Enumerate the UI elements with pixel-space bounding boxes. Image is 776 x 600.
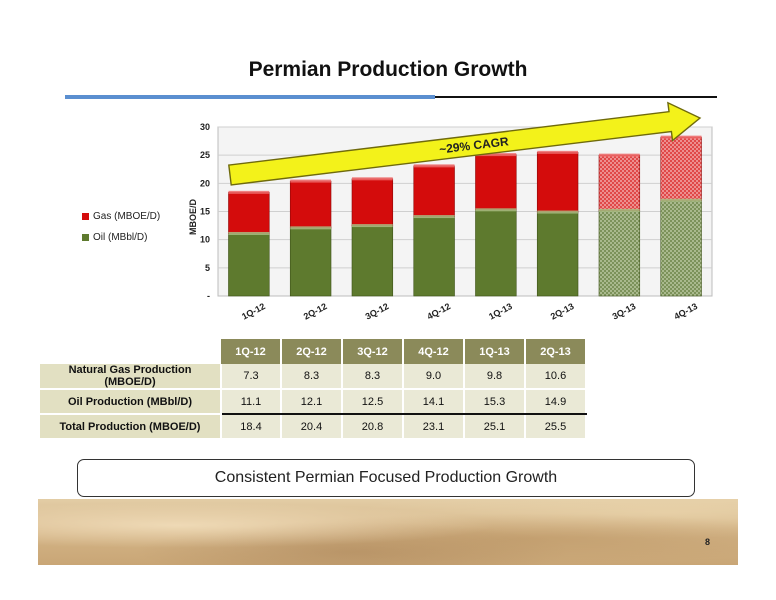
table-row-label: Total Production (MBOE/D)	[40, 414, 222, 440]
bar-oil-cap	[598, 208, 640, 212]
table-row-total: Total Production (MBOE/D) 18.4 20.4 20.8…	[40, 414, 587, 440]
bar-oil	[660, 199, 702, 297]
legend-swatch-gas	[82, 213, 89, 220]
bar-gas	[536, 152, 579, 213]
table-cell: 9.8	[464, 364, 526, 390]
bar-gas-cap	[228, 190, 270, 194]
bar-oil	[598, 210, 641, 297]
bar-gas	[289, 180, 332, 229]
bar-gas-cap	[351, 177, 393, 181]
bar-gas-cap	[413, 164, 455, 168]
bar-oil-cap	[351, 224, 393, 228]
table-cell: 23.1	[403, 414, 465, 440]
y-tick-label: 25	[200, 150, 210, 160]
table-header-cell: 1Q-12	[221, 339, 282, 364]
bar-gas	[598, 154, 641, 211]
table-cell: 25.5	[525, 414, 587, 440]
bar-gas	[475, 154, 517, 211]
bar-oil-cap	[475, 208, 517, 212]
table-cell: 7.3	[221, 364, 282, 390]
bar-gas-cap	[660, 135, 702, 139]
y-tick-label: 20	[200, 178, 210, 188]
page-title: Permian Production Growth	[248, 58, 528, 81]
title-rule-black	[435, 96, 717, 98]
table-row-gas: Natural Gas Production (MBOE/D) 7.3 8.3 …	[40, 364, 587, 390]
legend-label-gas: Gas (MBOE/D)	[93, 211, 161, 222]
table-cell: 14.9	[525, 389, 587, 415]
bar-gas-cap	[290, 179, 332, 183]
x-tick-label: 3Q-13	[611, 301, 638, 322]
legend-item-oil: Oil (MBbl/D)	[82, 227, 160, 248]
table-header-row: 1Q-12 2Q-12 3Q-12 4Q-12 1Q-13 2Q-13	[40, 339, 587, 364]
y-tick-label: 5	[205, 263, 210, 273]
chart-legend: Gas (MBOE/D) Oil (MBbl/D)	[82, 206, 160, 248]
legend-swatch-oil	[82, 234, 89, 241]
bar-gas-cap	[598, 153, 640, 157]
x-tick-label: 4Q-12	[425, 301, 452, 322]
y-tick-label: 15	[200, 207, 210, 217]
x-tick-label: 4Q-13	[672, 301, 699, 322]
table-cell: 8.3	[281, 364, 343, 390]
y-tick-label: 30	[200, 122, 210, 132]
sand-background-image	[38, 499, 738, 565]
legend-item-gas: Gas (MBOE/D)	[82, 206, 160, 227]
bar-oil	[536, 211, 579, 297]
production-chart: - 5 10 15 20 25 30 1Q-12 2Q-12 3Q-12 4Q-12 1Q-13 2Q-…	[200, 101, 713, 322]
x-tick-label: 2Q-12	[302, 301, 329, 322]
bar-oil	[289, 227, 332, 297]
title-rule-blue	[65, 95, 435, 99]
production-table: 1Q-12 2Q-12 3Q-12 4Q-12 1Q-13 2Q-13 Natu…	[40, 339, 587, 440]
bar-oil	[351, 225, 394, 297]
table-cell: 11.1	[221, 389, 282, 415]
table-cell: 18.4	[221, 414, 282, 440]
table-cell: 12.5	[342, 389, 404, 415]
table-cell: 10.6	[525, 364, 587, 390]
table-cell: 14.1	[403, 389, 465, 415]
callout-box: Consistent Permian Focused Production Gr…	[77, 459, 695, 497]
table-row-oil: Oil Production (MBbl/D) 11.1 12.1 12.5 1…	[40, 389, 587, 415]
y-tick-label: -	[207, 291, 210, 301]
bar-oil	[475, 209, 517, 297]
table-header-cell: 2Q-13	[525, 339, 587, 364]
table-cell: 25.1	[464, 414, 526, 440]
x-tick-label: 1Q-13	[487, 301, 514, 322]
y-tick-label: 10	[200, 235, 210, 245]
bar-gas	[351, 178, 394, 226]
legend-label-oil: Oil (MBbl/D)	[93, 232, 148, 243]
table-header-cell: 4Q-12	[403, 339, 465, 364]
page-number: 8	[705, 537, 711, 547]
bar-oil-cap	[413, 215, 455, 219]
bar-oil-cap	[537, 210, 579, 214]
table-cell: 12.1	[281, 389, 343, 415]
x-tick-label: 3Q-12	[364, 301, 391, 322]
table-cell: 15.3	[464, 389, 526, 415]
bar-gas	[413, 165, 455, 217]
x-tick-label: 1Q-12	[240, 301, 267, 322]
table-header-cell: 3Q-12	[342, 339, 404, 364]
table-row-label: Natural Gas Production (MBOE/D)	[40, 364, 222, 390]
table-header-cell: 2Q-12	[281, 339, 343, 364]
table-corner	[40, 339, 221, 364]
growth-arrow	[228, 101, 702, 186]
table-cell: 8.3	[342, 364, 404, 390]
table-cell: 20.8	[342, 414, 404, 440]
bar-oil-cap	[290, 226, 332, 230]
bar-gas-cap	[475, 153, 517, 157]
table-cell: 9.0	[403, 364, 465, 390]
table-header-cell: 1Q-13	[464, 339, 526, 364]
table-row-label: Oil Production (MBbl/D)	[40, 389, 222, 415]
x-tick-label: 2Q-13	[549, 301, 576, 322]
bar-gas	[660, 136, 702, 201]
bar-gas-cap	[537, 150, 579, 154]
bar-oil	[228, 233, 270, 297]
table-cell: 20.4	[281, 414, 343, 440]
bar-oil	[413, 216, 455, 297]
bar-oil-cap	[228, 231, 270, 235]
bar-oil-cap	[660, 198, 702, 202]
bar-gas	[228, 192, 270, 234]
y-axis-label: MBOE/D	[188, 199, 198, 235]
